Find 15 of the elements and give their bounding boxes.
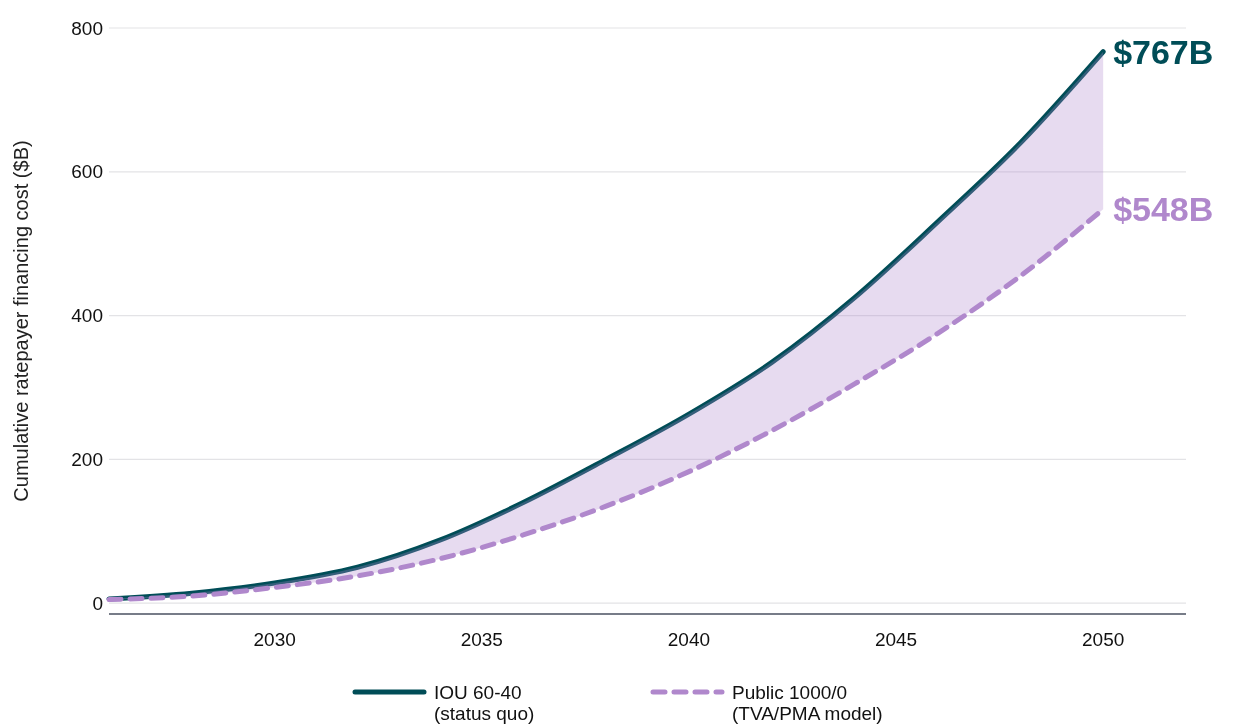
y-tick-label: 200	[71, 449, 103, 471]
y-tick-label: 600	[71, 161, 103, 183]
x-tick-label: 2045	[874, 629, 918, 650]
y-axis-title: Cumulative ratepayer financing cost ($B)	[10, 140, 32, 502]
x-tick-label: 2050	[1082, 629, 1125, 650]
legend-label: Public 1000/0 (TVA/PMA model)	[732, 682, 883, 724]
x-tick-label: 2030	[253, 629, 296, 650]
y-tick-label: 400	[71, 305, 103, 327]
x-tick-label: 2035	[460, 629, 503, 650]
x-tick-label: 2040	[667, 629, 711, 650]
data-label: $548B	[1113, 190, 1214, 229]
y-tick-label: 800	[71, 17, 103, 39]
data-label: $767B	[1113, 32, 1214, 71]
legend-label: IOU 60-40 (status quo)	[434, 682, 535, 724]
y-tick-label: 0	[92, 592, 103, 614]
